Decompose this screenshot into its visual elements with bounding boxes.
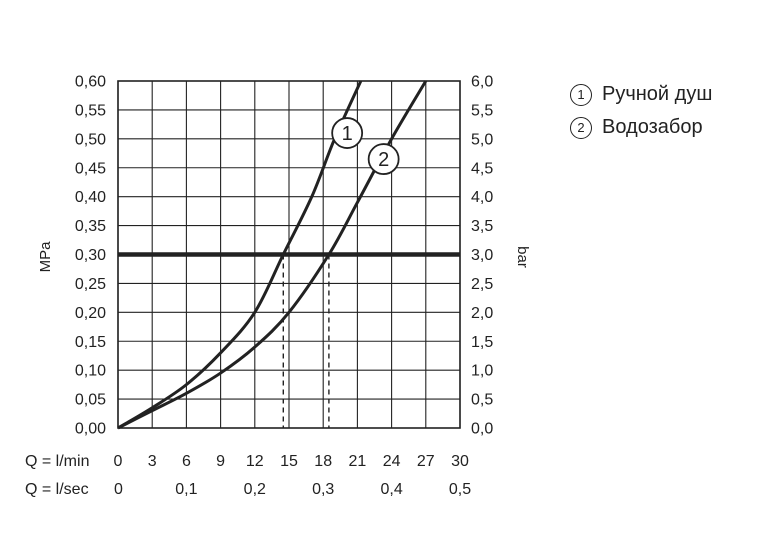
y-tick-label: 0,00 [75, 421, 106, 438]
y2-tick-label: 5,5 [471, 102, 493, 119]
y2-tick-label: 2,5 [471, 276, 493, 293]
x-tick-label-lsec: 0,1 [175, 481, 197, 498]
x-tick-label-lmin: 30 [451, 453, 469, 470]
x-tick-label-lmin: 27 [417, 453, 435, 470]
legend-marker-2: 2 [570, 116, 592, 139]
y2-tick-label: 3,0 [471, 247, 493, 264]
x-tick-label-lmin: 0 [114, 453, 123, 470]
legend-item-hand-shower: 1 Ручной душ [570, 78, 712, 111]
x-tick-label-lmin: 21 [349, 453, 367, 470]
legend-label-hand-shower: Ручной душ [602, 83, 713, 105]
y2-tick-label: 3,5 [471, 218, 493, 235]
y-tick-label: 0,50 [75, 131, 106, 148]
x-tick-label-lsec: 0,4 [380, 481, 402, 498]
y2-tick-label: 4,5 [471, 160, 493, 177]
y2-tick-label: 5,0 [471, 131, 493, 148]
y-tick-label: 0,05 [75, 392, 106, 409]
y-tick-label: 0,60 [75, 74, 106, 91]
y2-tick-label: 2,0 [471, 305, 493, 322]
x-tick-label-lsec: 0,5 [449, 481, 471, 498]
y-tick-label: 0,25 [75, 276, 106, 293]
reference-line-group [118, 252, 460, 428]
y2-tick-label: 1,5 [471, 334, 493, 351]
x-tick-label-lmin: 15 [280, 453, 298, 470]
x-tick-label-lmin: 9 [216, 453, 225, 470]
x-axis-title-lmin: Q = l/min [25, 453, 89, 470]
y2-tick-label: 6,0 [471, 74, 493, 91]
legend-item-spout: 2 Водозабор [570, 111, 712, 144]
curves: 12 [117, 80, 428, 430]
y-tick-label: 0,20 [75, 305, 106, 322]
x-axes: Q = l/min 0 3 6 9 12 15 18 21 24 27 30 Q = l/sec 0 0,1… [25, 453, 471, 498]
y-axis-right: 0,0 0,5 1,0 1,5 2,0 2,5 3,0 3,5 4,0 4,5 5,0 5,5 6,0 [471, 74, 493, 438]
y-tick-label: 0,55 [75, 102, 106, 119]
x-tick-label-lmin: 24 [383, 453, 401, 470]
curve-marker-label-1: 1 [342, 123, 353, 145]
curve-marker-label-2: 2 [378, 149, 389, 171]
y-tick-label: 0,35 [75, 218, 106, 235]
x-tick-label-lsec: 0 [114, 481, 123, 498]
x-tick-label-lmin: 3 [148, 453, 157, 470]
x-tick-label-lmin: 18 [314, 453, 332, 470]
x-tick-label-lsec: 0,2 [244, 481, 266, 498]
x-tick-label-lsec: 0,3 [312, 481, 334, 498]
curve-marker-2 [367, 143, 400, 175]
legend-marker-1: 1 [570, 83, 592, 106]
curve-1 [117, 80, 363, 430]
y2-tick-label: 0,5 [471, 392, 493, 409]
x-tick-label-lmin: 12 [246, 453, 264, 470]
y2-tick-label: 4,0 [471, 189, 493, 206]
y2-tick-label: 1,0 [471, 363, 493, 380]
y-axis-title-mpa: MPa [37, 241, 54, 273]
y-tick-label: 0,30 [75, 247, 106, 264]
legend: 1 Ручной душ 2 Водозабор [570, 78, 712, 144]
legend-label-spout: Водозабор [602, 116, 703, 138]
y-axis-title-bar: bar [514, 246, 531, 268]
x-tick-label-lmin: 6 [182, 453, 191, 470]
x-axis-title-lsec: Q = l/sec [25, 481, 89, 498]
y-tick-label: 0,45 [75, 160, 106, 177]
y-tick-label: 0,40 [75, 189, 106, 206]
y-tick-label: 0,15 [75, 334, 106, 351]
y-tick-label: 0,10 [75, 363, 106, 380]
curve-marker-1 [331, 117, 364, 149]
y2-tick-label: 0,0 [471, 421, 493, 438]
y-axis-left: 0,00 0,05 0,10 0,15 0,20 0,25 0,30 0,35 0,40 0,45… [75, 74, 106, 438]
